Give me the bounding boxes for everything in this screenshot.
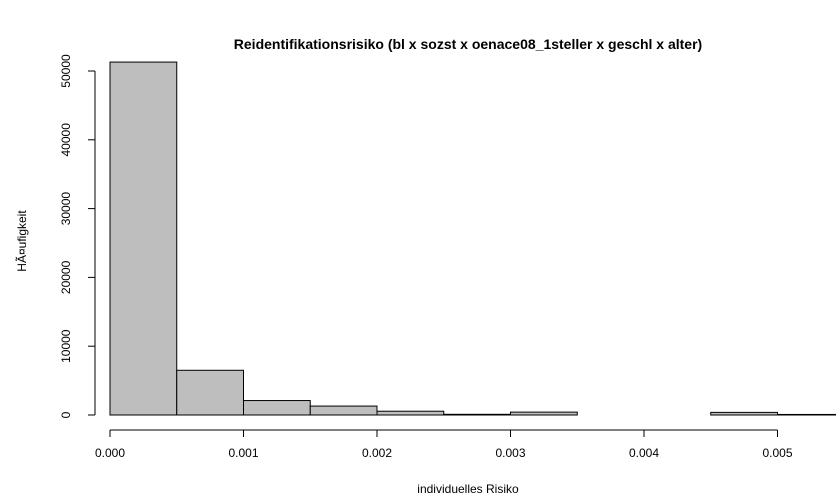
histogram-bar (309, 405, 378, 416)
x-tick-label: 0.000 (95, 446, 125, 460)
histogram-bar (443, 413, 511, 416)
histogram-bar (710, 411, 778, 416)
x-tick-label: 0.005 (762, 446, 792, 460)
x-tick-label: 0.002 (362, 446, 392, 460)
histogram-bar (176, 369, 244, 416)
x-tick-label: 0.003 (495, 446, 525, 460)
y-tick-label: 0 (59, 411, 73, 418)
histogram-bars (109, 61, 836, 416)
y-axis-label: HÃ¤ufigkeit (15, 210, 29, 272)
chart-title: Reidentifikationsrisiko (bl x sozst x oe… (234, 36, 702, 52)
y-tick-label: 10000 (59, 329, 73, 363)
y-tick-label: 20000 (59, 260, 73, 294)
histogram-bar (109, 61, 178, 416)
y-tick-label: 40000 (59, 123, 73, 157)
histogram-bar (777, 413, 836, 416)
y-tick-label: 50000 (59, 54, 73, 88)
y-tick-label: 30000 (59, 192, 73, 226)
x-axis: 0.000 0.001 0.002 0.003 0.004 0.005 (95, 429, 793, 460)
y-axis: 0 10000 20000 30000 40000 50000 (59, 54, 96, 418)
x-tick-label: 0.001 (228, 446, 258, 460)
x-axis-label: individuelles Risiko (417, 482, 519, 496)
histogram-bar (510, 411, 578, 416)
histogram-bar (376, 410, 445, 416)
histogram-bar (243, 400, 311, 416)
x-tick-label: 0.004 (629, 446, 659, 460)
